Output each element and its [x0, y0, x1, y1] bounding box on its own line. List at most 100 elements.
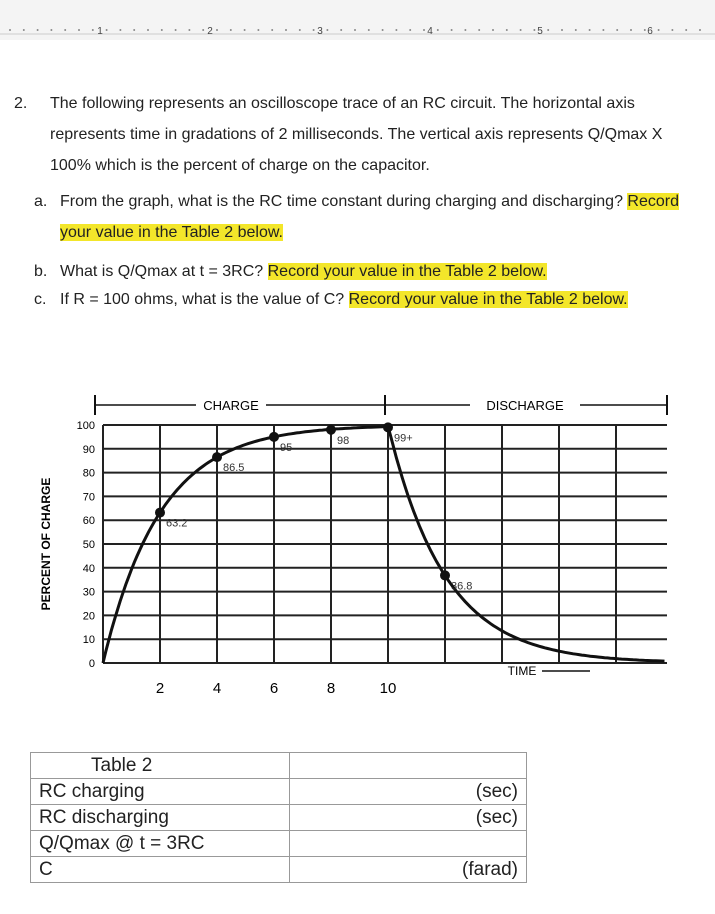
part-question: If R = 100 ohms, what is the value of C?: [60, 291, 345, 308]
table-cell: [289, 830, 527, 857]
ruler-dot: [409, 29, 412, 31]
ruler-number: 4: [427, 26, 433, 37]
ruler-dot: [574, 29, 577, 31]
table-row: Table 2: [30, 752, 527, 779]
table-row: RC discharging (sec): [30, 804, 527, 831]
ruler-dot: [119, 29, 122, 31]
question-text: The following represents an oscilloscope…: [50, 95, 663, 174]
charge-label: CHARGE: [203, 398, 259, 413]
part-label: c.: [34, 291, 47, 308]
y-axis-label: PERCENT OF CHARGE: [39, 478, 53, 611]
discharge-label-bg: [470, 396, 580, 414]
ruler-dot: [561, 29, 563, 31]
ruler-dot: [36, 29, 39, 31]
ruler-dot: [271, 29, 274, 31]
figure: 0 10 20 30 40 50 60 70 80 90 100 2 4 6 8 10 PERCENT OF C…: [39, 395, 668, 697]
ruler-dot: [326, 29, 329, 31]
y-tick-label: 0: [89, 658, 95, 670]
ruler-dot: [699, 29, 701, 31]
ruler-dot: [133, 29, 136, 31]
ruler-dot: [657, 29, 660, 31]
ruler-dot: [22, 29, 25, 31]
ruler-dot: [616, 29, 619, 31]
ruler-dot: [464, 29, 467, 31]
point-label: 95: [280, 442, 292, 454]
ruler-dot: [547, 29, 550, 31]
ruler-dot: [147, 29, 149, 31]
table: Table 2 RC charging (sec) RC discharging (se…: [30, 752, 527, 883]
x-tick-label: 4: [213, 680, 221, 697]
ruler-number: 2: [207, 26, 213, 37]
ruler-dot: [450, 29, 453, 31]
ruler-number: 5: [537, 26, 543, 37]
table-cell: (sec): [289, 804, 527, 831]
ruler-dot: [257, 29, 260, 31]
ruler-dot: [423, 29, 425, 31]
table-cell: (sec): [289, 778, 527, 805]
table-cell: Table 2: [30, 752, 290, 779]
table-cell: [289, 752, 527, 779]
part-text: From the graph, what is the RC time cons…: [60, 186, 700, 248]
table-cell: C: [30, 856, 290, 883]
part-question: What is Q/Qmax at t = 3RC?: [60, 263, 264, 280]
point-label: 99+: [394, 432, 413, 444]
point: [440, 570, 450, 581]
x-tick-label: 2: [156, 680, 164, 697]
ruler-number: 6: [647, 26, 653, 37]
ruler-dot: [188, 29, 191, 31]
highlight: Record your value in the Table 2 below.: [267, 263, 547, 280]
ruler-dot: [298, 29, 301, 31]
x-tick-label: 8: [327, 680, 335, 697]
ruler-dot: [671, 29, 674, 31]
part-text: What is Q/Qmax at t = 3RC? Record your v…: [60, 256, 700, 287]
part-label: a.: [34, 193, 48, 210]
point-label: 36.8: [451, 580, 472, 592]
time-label: TIME: [508, 664, 537, 678]
point-label: 63.2: [166, 518, 187, 530]
ruler-dot: [478, 29, 481, 31]
ruler-dot: [367, 29, 370, 31]
table-cell: RC discharging: [30, 804, 290, 831]
highlight: Record your value in the Table 2 below.: [348, 291, 628, 308]
table-row: Q/Qmax @ t = 3RC: [30, 830, 527, 857]
table-cell: Q/Qmax @ t = 3RC: [30, 830, 290, 857]
x-tick-label: 6: [270, 680, 278, 697]
ruler-dot: [354, 29, 356, 31]
ruler-dot: [243, 29, 246, 31]
discharge-label: DISCHARGE: [486, 398, 564, 413]
ruler-dot: [381, 29, 384, 31]
y-tick-label: 50: [83, 539, 95, 551]
y-tick-label: 70: [83, 491, 95, 503]
ruler-dot: [685, 29, 688, 31]
y-tick-label: 10: [83, 634, 95, 646]
ruler-dot: [533, 29, 536, 31]
ruler-dot: [519, 29, 522, 31]
ruler-dot: [643, 29, 646, 31]
ruler-dot: [50, 29, 53, 31]
ruler-dot: [91, 29, 94, 31]
y-tick-label: 90: [83, 444, 95, 456]
point: [269, 431, 279, 442]
point-label: 86.5: [223, 462, 244, 474]
y-tick-label: 30: [83, 587, 95, 599]
y-tick-label: 60: [83, 515, 95, 527]
part-text: If R = 100 ohms, what is the value of C?…: [60, 284, 700, 315]
ruler-dot: [395, 29, 398, 31]
ruler-dot: [312, 29, 315, 31]
part-label: b.: [34, 263, 48, 280]
ruler-dot: [160, 29, 163, 31]
point: [212, 452, 222, 463]
ruler-dot: [285, 29, 287, 31]
ruler-dot: [588, 29, 591, 31]
ruler-dot: [229, 29, 232, 31]
ruler-dot: [492, 29, 494, 31]
x-tick-label: 10: [380, 680, 397, 697]
ruler-dot: [436, 29, 439, 31]
ruler-dot: [630, 29, 632, 31]
ruler: 1 2 3 4 5 6: [0, 0, 715, 40]
ruler-dot: [602, 29, 605, 31]
ruler-dot: [105, 29, 108, 31]
ruler-dot: [78, 29, 80, 31]
ruler-dot: [505, 29, 508, 31]
